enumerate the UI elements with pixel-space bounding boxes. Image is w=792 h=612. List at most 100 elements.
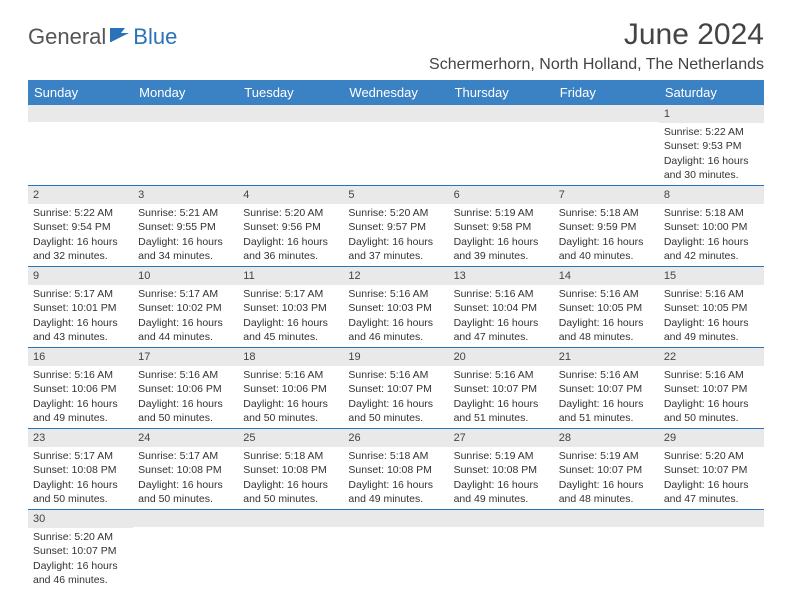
daylight-text: Daylight: 16 hours and 50 minutes. (33, 478, 128, 506)
calendar-cell: 26Sunrise: 5:18 AMSunset: 10:08 PMDaylig… (343, 428, 448, 509)
sunrise-text: Sunrise: 5:22 AM (664, 125, 759, 139)
day-details: Sunrise: 5:17 AMSunset: 10:08 PMDaylight… (28, 447, 133, 509)
calendar-cell: 10Sunrise: 5:17 AMSunset: 10:02 PMDaylig… (133, 266, 238, 347)
day-number: 9 (28, 267, 133, 285)
location-text: Schermerhorn, North Holland, The Netherl… (429, 56, 764, 74)
calendar-cell: 16Sunrise: 5:16 AMSunset: 10:06 PMDaylig… (28, 347, 133, 428)
day-number: 2 (28, 186, 133, 204)
calendar-cell: 9Sunrise: 5:17 AMSunset: 10:01 PMDayligh… (28, 266, 133, 347)
calendar-cell (343, 105, 448, 185)
day-number (133, 510, 238, 527)
calendar-cell: 21Sunrise: 5:16 AMSunset: 10:07 PMDaylig… (554, 347, 659, 428)
daylight-text: Daylight: 16 hours and 50 minutes. (664, 397, 759, 425)
day-number: 29 (659, 429, 764, 447)
day-details: Sunrise: 5:19 AMSunset: 10:08 PMDaylight… (449, 447, 554, 509)
calendar-cell: 15Sunrise: 5:16 AMSunset: 10:05 PMDaylig… (659, 266, 764, 347)
day-details: Sunrise: 5:17 AMSunset: 10:02 PMDaylight… (133, 285, 238, 347)
day-details: Sunrise: 5:16 AMSunset: 10:04 PMDaylight… (449, 285, 554, 347)
calendar-cell: 23Sunrise: 5:17 AMSunset: 10:08 PMDaylig… (28, 428, 133, 509)
sunset-text: Sunset: 10:02 PM (138, 301, 233, 315)
sunrise-text: Sunrise: 5:19 AM (454, 206, 549, 220)
calendar-cell (238, 105, 343, 185)
calendar-cell: 22Sunrise: 5:16 AMSunset: 10:07 PMDaylig… (659, 347, 764, 428)
daylight-text: Daylight: 16 hours and 49 minutes. (348, 478, 443, 506)
day-details: Sunrise: 5:22 AMSunset: 9:53 PMDaylight:… (659, 123, 764, 185)
calendar-cell: 24Sunrise: 5:17 AMSunset: 10:08 PMDaylig… (133, 428, 238, 509)
sunset-text: Sunset: 10:01 PM (33, 301, 128, 315)
sunset-text: Sunset: 9:58 PM (454, 220, 549, 234)
calendar-cell: 4Sunrise: 5:20 AMSunset: 9:56 PMDaylight… (238, 185, 343, 266)
day-number: 5 (343, 186, 448, 204)
sunset-text: Sunset: 10:07 PM (348, 382, 443, 396)
day-number: 15 (659, 267, 764, 285)
calendar-cell: 14Sunrise: 5:16 AMSunset: 10:05 PMDaylig… (554, 266, 659, 347)
sunrise-text: Sunrise: 5:20 AM (348, 206, 443, 220)
day-number: 23 (28, 429, 133, 447)
day-details: Sunrise: 5:20 AMSunset: 9:57 PMDaylight:… (343, 204, 448, 266)
day-details: Sunrise: 5:20 AMSunset: 10:07 PMDaylight… (659, 447, 764, 509)
sunset-text: Sunset: 10:07 PM (664, 463, 759, 477)
day-number (343, 510, 448, 527)
calendar-cell (28, 105, 133, 185)
day-details: Sunrise: 5:17 AMSunset: 10:01 PMDaylight… (28, 285, 133, 347)
flag-icon (109, 24, 131, 50)
sunrise-text: Sunrise: 5:16 AM (138, 368, 233, 382)
brand-text-general: General (28, 24, 106, 50)
day-number (343, 105, 448, 122)
sunset-text: Sunset: 10:05 PM (559, 301, 654, 315)
daylight-text: Daylight: 16 hours and 50 minutes. (138, 478, 233, 506)
sunset-text: Sunset: 9:55 PM (138, 220, 233, 234)
calendar-cell (554, 509, 659, 589)
daylight-text: Daylight: 16 hours and 50 minutes. (243, 478, 338, 506)
sunrise-text: Sunrise: 5:19 AM (559, 449, 654, 463)
day-details: Sunrise: 5:16 AMSunset: 10:05 PMDaylight… (554, 285, 659, 347)
sunset-text: Sunset: 10:08 PM (33, 463, 128, 477)
day-number (449, 105, 554, 122)
day-number (554, 105, 659, 122)
daylight-text: Daylight: 16 hours and 32 minutes. (33, 235, 128, 263)
sunset-text: Sunset: 10:08 PM (243, 463, 338, 477)
daylight-text: Daylight: 16 hours and 45 minutes. (243, 316, 338, 344)
day-number (554, 510, 659, 527)
day-details: Sunrise: 5:20 AMSunset: 10:07 PMDaylight… (28, 528, 133, 590)
day-number: 28 (554, 429, 659, 447)
sunrise-text: Sunrise: 5:17 AM (138, 449, 233, 463)
brand-text-blue: Blue (133, 24, 177, 50)
day-number: 8 (659, 186, 764, 204)
daylight-text: Daylight: 16 hours and 36 minutes. (243, 235, 338, 263)
daylight-text: Daylight: 16 hours and 49 minutes. (33, 397, 128, 425)
calendar-body: 1Sunrise: 5:22 AMSunset: 9:53 PMDaylight… (28, 105, 764, 590)
day-details: Sunrise: 5:16 AMSunset: 10:07 PMDaylight… (659, 366, 764, 428)
calendar-week: 9Sunrise: 5:17 AMSunset: 10:01 PMDayligh… (28, 266, 764, 347)
sunset-text: Sunset: 10:06 PM (243, 382, 338, 396)
sunrise-text: Sunrise: 5:18 AM (559, 206, 654, 220)
day-details: Sunrise: 5:16 AMSunset: 10:06 PMDaylight… (28, 366, 133, 428)
sunrise-text: Sunrise: 5:19 AM (454, 449, 549, 463)
calendar-cell: 2Sunrise: 5:22 AMSunset: 9:54 PMDaylight… (28, 185, 133, 266)
page-title: June 2024 (429, 18, 764, 52)
sunset-text: Sunset: 10:07 PM (559, 463, 654, 477)
sunrise-text: Sunrise: 5:16 AM (664, 287, 759, 301)
calendar-cell: 28Sunrise: 5:19 AMSunset: 10:07 PMDaylig… (554, 428, 659, 509)
sunrise-text: Sunrise: 5:17 AM (33, 449, 128, 463)
daylight-text: Daylight: 16 hours and 44 minutes. (138, 316, 233, 344)
day-number: 14 (554, 267, 659, 285)
day-number: 12 (343, 267, 448, 285)
day-details: Sunrise: 5:18 AMSunset: 9:59 PMDaylight:… (554, 204, 659, 266)
sunrise-text: Sunrise: 5:16 AM (559, 287, 654, 301)
sunrise-text: Sunrise: 5:18 AM (243, 449, 338, 463)
sunrise-text: Sunrise: 5:17 AM (243, 287, 338, 301)
day-details: Sunrise: 5:17 AMSunset: 10:03 PMDaylight… (238, 285, 343, 347)
daylight-text: Daylight: 16 hours and 50 minutes. (348, 397, 443, 425)
col-friday: Friday (554, 80, 659, 105)
daylight-text: Daylight: 16 hours and 48 minutes. (559, 316, 654, 344)
day-number: 30 (28, 510, 133, 528)
sunrise-text: Sunrise: 5:17 AM (138, 287, 233, 301)
day-number: 22 (659, 348, 764, 366)
sunset-text: Sunset: 10:00 PM (664, 220, 759, 234)
daylight-text: Daylight: 16 hours and 34 minutes. (138, 235, 233, 263)
day-details: Sunrise: 5:22 AMSunset: 9:54 PMDaylight:… (28, 204, 133, 266)
calendar-cell: 25Sunrise: 5:18 AMSunset: 10:08 PMDaylig… (238, 428, 343, 509)
day-details: Sunrise: 5:16 AMSunset: 10:05 PMDaylight… (659, 285, 764, 347)
day-details: Sunrise: 5:20 AMSunset: 9:56 PMDaylight:… (238, 204, 343, 266)
